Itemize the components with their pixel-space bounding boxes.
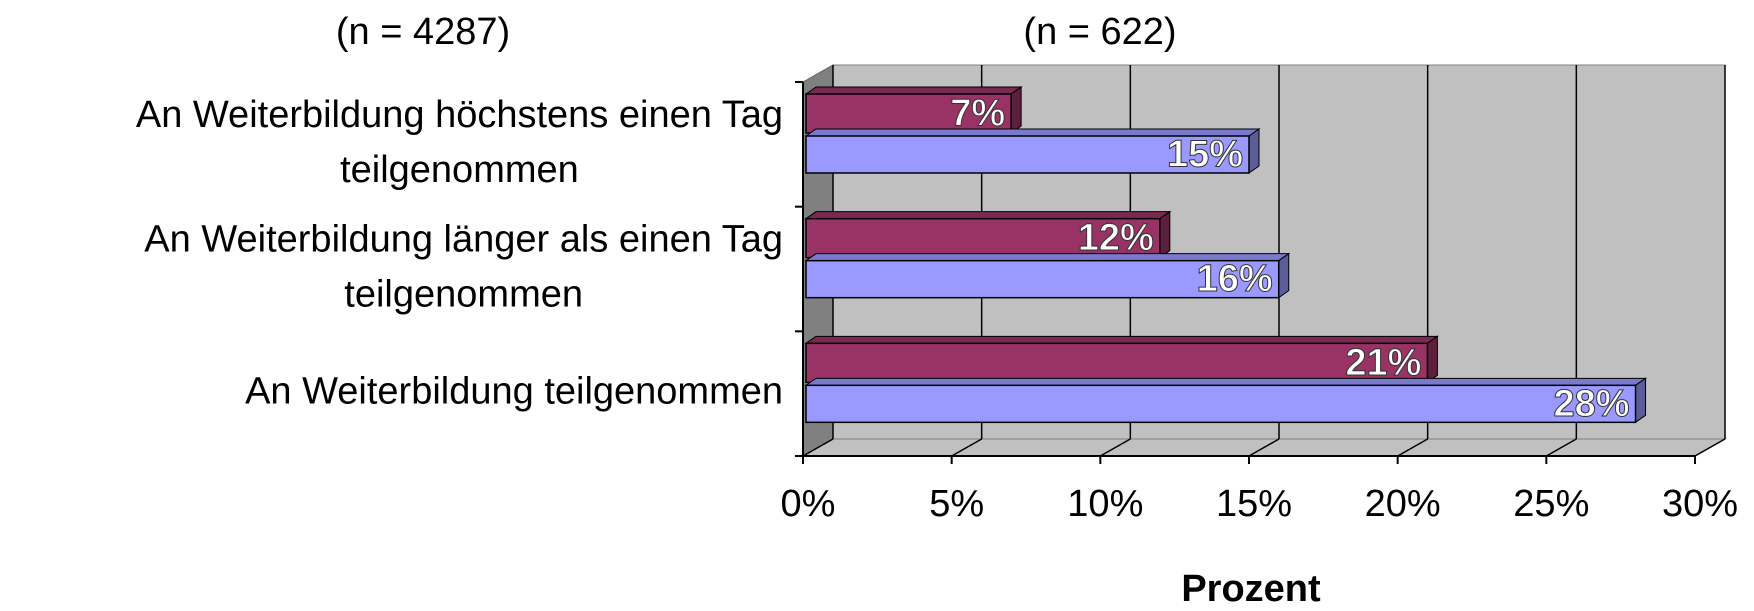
bar — [804, 128, 1261, 174]
floor-grid-line — [1545, 438, 1577, 457]
bar-top — [804, 335, 1439, 344]
category-label: teilgenommen — [340, 149, 579, 191]
value-label: 15% — [1167, 134, 1243, 176]
bar-top — [804, 377, 1648, 386]
bar — [804, 377, 1648, 424]
value-label: 21% — [1345, 342, 1421, 384]
bar-front — [805, 259, 1280, 299]
bar — [804, 86, 1023, 134]
floor-grid-line — [1099, 438, 1131, 457]
value-label: 28% — [1553, 383, 1629, 425]
bar-end — [1159, 210, 1171, 259]
floor-grid-line — [951, 438, 983, 457]
bar — [804, 335, 1439, 384]
annotation: (n = 4287) — [336, 11, 510, 53]
category-label: teilgenommen — [344, 274, 583, 316]
x-tick-label: 5% — [929, 483, 984, 525]
x-tick-label: 15% — [1216, 483, 1292, 525]
x-tick-label: 25% — [1513, 483, 1589, 525]
x-tick-label: 30% — [1662, 483, 1738, 525]
x-tick-label: 10% — [1067, 483, 1143, 525]
category-label: An Weiterbildung höchstens einen Tag — [136, 94, 783, 136]
bar-front — [805, 384, 1637, 424]
bar — [804, 252, 1291, 299]
bar-end — [1635, 377, 1647, 424]
bar-end — [1248, 128, 1260, 174]
floor-grid-line — [1248, 438, 1280, 457]
bar-front — [805, 135, 1250, 174]
bar-front — [805, 217, 1161, 259]
floor-grid-line — [802, 438, 834, 457]
x-axis-title: Prozent — [1181, 568, 1321, 610]
floor-grid-line — [1397, 438, 1429, 457]
floor-grid-line — [1694, 438, 1726, 457]
value-label: 7% — [950, 93, 1005, 135]
value-label: 16% — [1197, 258, 1273, 300]
bar-end — [1010, 86, 1022, 134]
x-tick-label: 20% — [1365, 483, 1441, 525]
value-label: 12% — [1078, 217, 1154, 259]
category-label: An Weiterbildung länger als einen Tag — [144, 219, 783, 261]
bar-end — [1426, 335, 1438, 384]
bar-end — [1278, 252, 1290, 299]
bar — [804, 210, 1172, 259]
x-tick-label: 0% — [781, 483, 836, 525]
bar-front — [805, 342, 1429, 384]
annotation: (n = 622) — [1023, 11, 1176, 53]
category-label: An Weiterbildung teilgenommen — [245, 371, 783, 413]
